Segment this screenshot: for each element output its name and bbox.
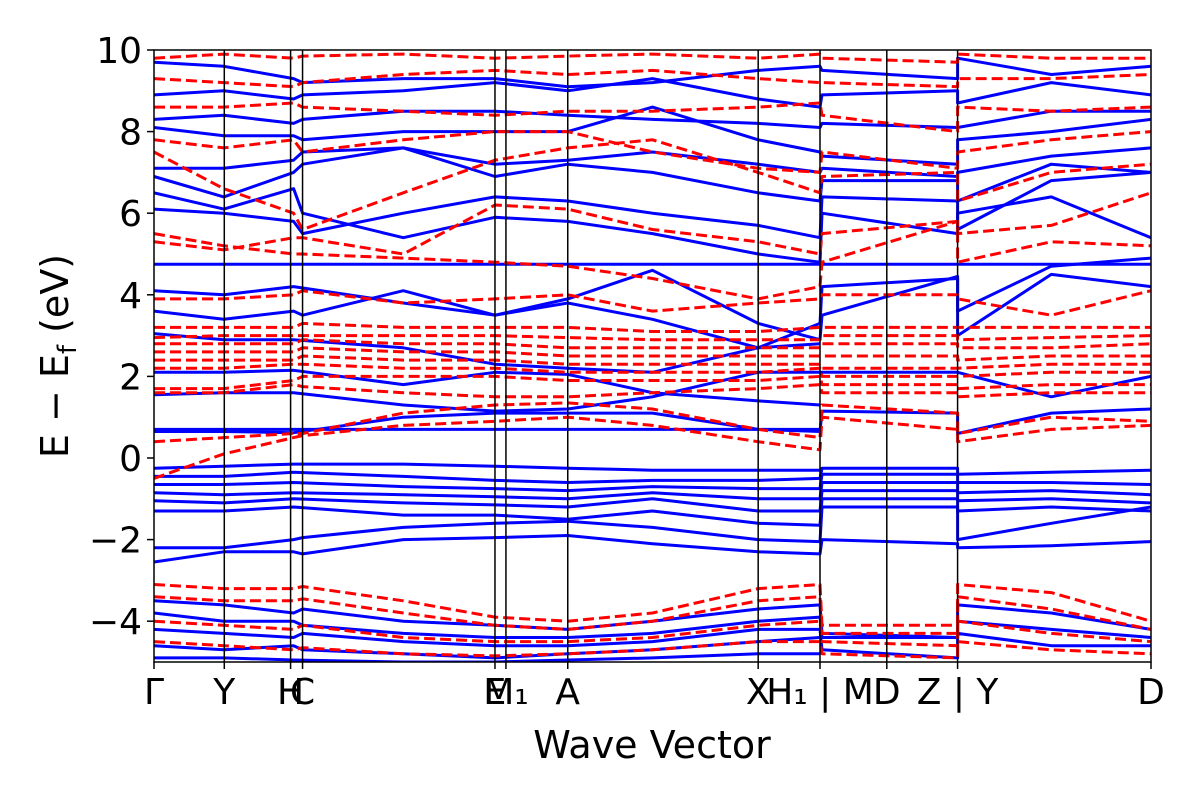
y-tick-label-6: 8: [119, 113, 142, 154]
x-tick-label-6: A: [555, 672, 580, 713]
x-tick-label-7: X: [746, 672, 771, 713]
dashed-band-18: [154, 583, 1151, 627]
x-tick-label-4: E: [484, 672, 507, 713]
x-tick-label-11: D: [1137, 672, 1165, 713]
x-tick-label-2: H: [277, 672, 304, 713]
x-axis-title: Wave Vector: [533, 723, 771, 767]
dashed-band-3: [154, 374, 1151, 391]
x-tick-label-9: D: [873, 672, 901, 713]
y-axis-ticks: −4 −2 0 2 4 6 8 10: [89, 31, 154, 643]
x-tick-label-1: Y: [212, 672, 236, 713]
x-tick-label-0: Γ: [144, 672, 164, 713]
solid-band-28: [154, 652, 820, 662]
dashed-band-16: [154, 68, 1151, 89]
y-tick-label-2: 0: [119, 439, 142, 480]
dashed-band-17: [154, 52, 1151, 64]
y-axis-title-subscript: f: [53, 344, 83, 354]
y-axis-title-main: E − E: [33, 354, 77, 458]
x-tick-label-8: H₁ | M: [766, 672, 874, 713]
solid-band-21: [154, 109, 1151, 129]
y-axis-title-unit: (eV): [33, 254, 77, 345]
dashed-band-9: [154, 321, 1151, 333]
dashed-band-10: [154, 289, 1151, 317]
y-tick-label-4: 4: [119, 276, 142, 317]
y-tick-label-3: 2: [119, 357, 142, 398]
dashed-band-4: [154, 362, 1151, 378]
x-tick-label-10: Z | Y: [917, 672, 1000, 713]
high-symmetry-lines: [223, 50, 959, 662]
y-tick-label-5: 6: [119, 194, 142, 235]
y-tick-label-0: −4: [89, 602, 142, 643]
y-axis-title: E − Ef (eV): [33, 254, 83, 458]
y-tick-label-1: −2: [89, 521, 142, 562]
dashed-band-14: [154, 130, 1151, 174]
x-tick-label-3: C: [290, 672, 315, 713]
plot-frame: [153, 49, 1152, 663]
dashed-band-5: [154, 354, 1151, 370]
x-tick-label-5: M₁: [483, 672, 529, 713]
y-tick-label-7: 10: [96, 31, 142, 72]
dashed-band-2: [154, 383, 1151, 399]
